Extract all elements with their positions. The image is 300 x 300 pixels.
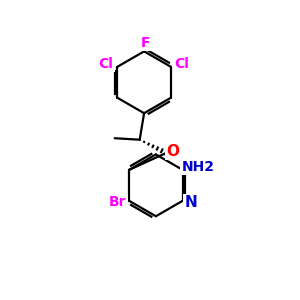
Text: F: F — [141, 36, 150, 50]
Text: Cl: Cl — [99, 57, 114, 71]
Text: NH2: NH2 — [182, 160, 214, 174]
Text: O: O — [166, 144, 179, 159]
Text: Cl: Cl — [175, 57, 190, 71]
Text: N: N — [184, 195, 197, 210]
Text: Br: Br — [109, 195, 127, 209]
